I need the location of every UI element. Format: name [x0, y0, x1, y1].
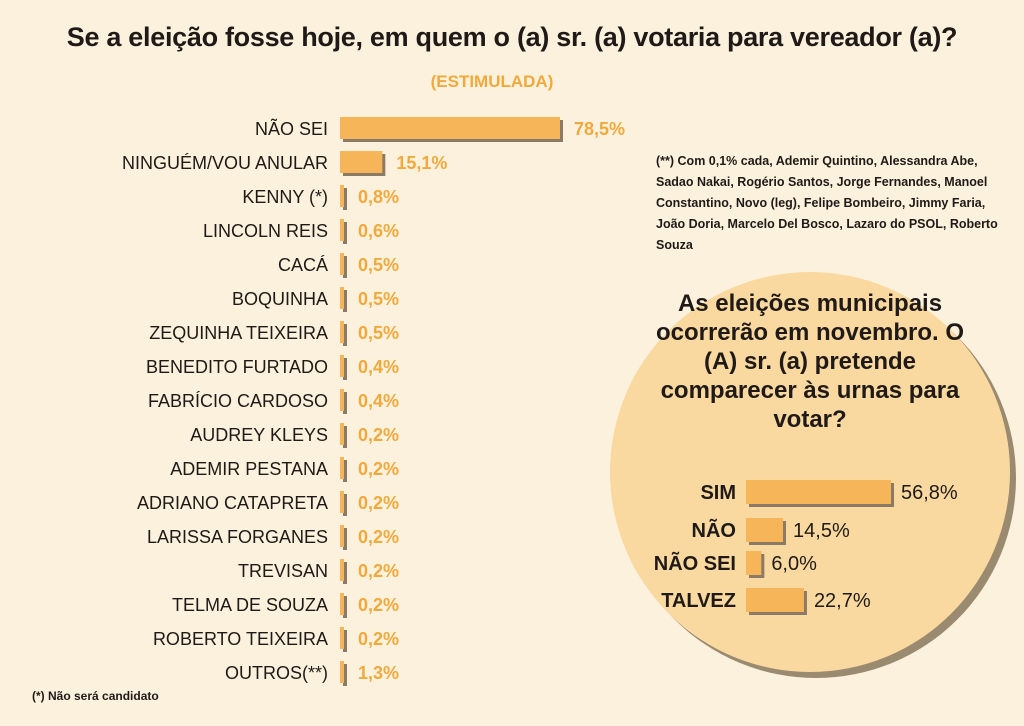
value-label: 0,4% — [358, 357, 399, 377]
bar-shadow — [343, 188, 347, 210]
category-label: ADEMIR PESTANA — [170, 459, 328, 479]
question-text: As eleições municipais ocorrerão em nove… — [655, 290, 965, 433]
value-label: 0,2% — [358, 493, 399, 513]
bar-shadow — [343, 664, 347, 686]
turnout-category-label: NÃO SEI — [654, 552, 736, 575]
category-label: TELMA DE SOUZA — [172, 595, 328, 615]
turnout-bar — [746, 588, 804, 612]
turnout-category-label: SIM — [700, 482, 736, 504]
value-label: 0,5% — [358, 289, 399, 309]
turnout-value-label: 6,0% — [771, 553, 817, 575]
bar — [340, 559, 344, 581]
turnout-value-label: 56,8% — [901, 482, 958, 504]
category-label: TREVISAN — [238, 561, 328, 581]
category-label: LINCOLN REIS — [203, 221, 328, 241]
category-label: NÃO SEI — [255, 118, 328, 139]
category-label: FABRÍCIO CARDOSO — [148, 391, 328, 411]
value-label: 0,4% — [358, 391, 399, 411]
bar-shadow — [343, 528, 347, 550]
bar-shadow — [343, 222, 347, 244]
bar-shadow — [343, 596, 347, 618]
value-label: 0,2% — [358, 425, 399, 445]
bar — [340, 185, 344, 207]
chart-subtitle: (ESTIMULADA) — [0, 72, 1024, 92]
value-label: 15,1% — [396, 153, 447, 173]
bar-shadow — [343, 358, 347, 380]
bar-shadow — [343, 426, 347, 448]
chart-subtitle-text: (ESTIMULADA) — [430, 72, 554, 91]
category-label: ADRIANO CATAPRETA — [137, 493, 328, 513]
value-label: 0,5% — [358, 255, 399, 275]
bar-shadow — [343, 460, 347, 482]
category-label: KENNY (*) — [242, 187, 328, 207]
bar — [340, 321, 344, 343]
bar — [340, 355, 344, 377]
category-label: OUTROS(**) — [225, 663, 328, 683]
bar — [340, 117, 560, 139]
bar — [340, 593, 344, 615]
bar — [340, 423, 344, 445]
bar — [340, 287, 344, 309]
value-label: 0,2% — [358, 527, 399, 547]
value-label: 78,5% — [574, 119, 625, 139]
category-label: BENEDITO FURTADO — [146, 357, 328, 377]
bar — [340, 389, 344, 411]
bar-shadow — [343, 392, 347, 414]
category-label: CACÁ — [278, 255, 328, 275]
turnout-value-label: 14,5% — [793, 520, 850, 542]
category-label: AUDREY KLEYS — [190, 425, 328, 445]
bar-shadow — [343, 290, 347, 312]
bar — [340, 151, 383, 173]
bar — [340, 491, 344, 513]
turnout-bar — [746, 480, 891, 504]
question-circle — [610, 272, 1010, 672]
turnout-category-label: TALVEZ — [661, 590, 736, 612]
bar-shadow — [343, 256, 347, 278]
chart-title: Se a eleição fosse hoje, em quem o (a) s… — [66, 22, 958, 52]
bar-shadow — [343, 494, 347, 516]
bar — [340, 457, 344, 479]
turnout-value-label: 22,7% — [814, 590, 871, 612]
others-note: (**) Com 0,1% cada, Ademir Quintino, Ale… — [656, 154, 998, 252]
bar — [340, 253, 344, 275]
turnout-bar — [746, 551, 762, 575]
bar-shadow — [343, 630, 347, 652]
category-label: NINGUÉM/VOU ANULAR — [122, 153, 328, 173]
bar-shadow — [343, 324, 347, 346]
value-label: 0,2% — [358, 629, 399, 649]
bar — [340, 627, 344, 649]
turnout-category-label: NÃO — [692, 519, 736, 542]
footnote: (*) Não será candidato — [32, 689, 159, 703]
category-label: ROBERTO TEIXEIRA — [153, 629, 328, 649]
category-label: BOQUINHA — [232, 289, 328, 309]
bar — [340, 219, 344, 241]
turnout-bar — [746, 518, 784, 542]
value-label: 1,3% — [358, 663, 399, 683]
value-label: 0,5% — [358, 323, 399, 343]
value-label: 0,6% — [358, 221, 399, 241]
category-label: ZEQUINHA TEIXEIRA — [149, 323, 328, 343]
value-label: 0,2% — [358, 595, 399, 615]
value-label: 0,2% — [358, 459, 399, 479]
bar-shadow — [343, 562, 347, 584]
value-label: 0,2% — [358, 561, 399, 581]
bar — [340, 661, 344, 683]
value-label: 0,8% — [358, 187, 399, 207]
bar — [340, 525, 344, 547]
category-label: LARISSA FORGANES — [147, 527, 328, 547]
